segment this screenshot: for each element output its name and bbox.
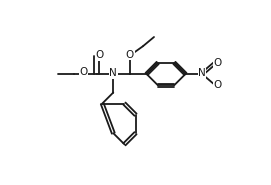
Text: N: N [109,68,117,78]
Text: O: O [214,80,222,90]
Text: O: O [80,67,88,77]
Text: O: O [95,51,104,60]
Text: O: O [214,58,222,68]
Text: N: N [198,68,206,78]
Text: O: O [126,50,134,60]
